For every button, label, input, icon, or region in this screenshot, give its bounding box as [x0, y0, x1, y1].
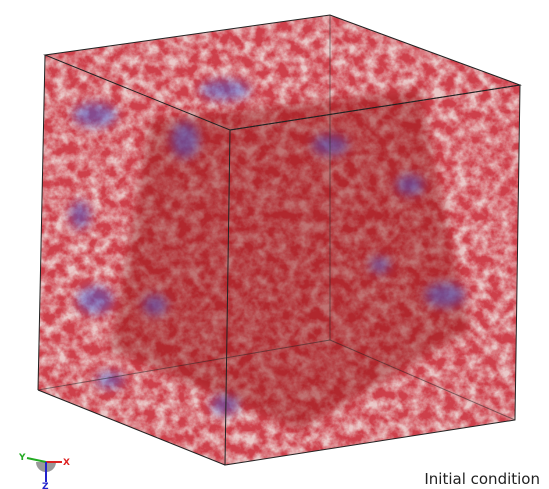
caption: Initial condition — [424, 470, 540, 488]
volume-render — [0, 0, 549, 489]
axis-triad: Y X Z — [18, 453, 70, 489]
axis-label-z: Z — [42, 482, 49, 489]
visualization: Y X Z Initial condition — [0, 0, 549, 489]
axis-label-x: X — [63, 458, 70, 468]
axis-label-y: Y — [18, 453, 26, 463]
